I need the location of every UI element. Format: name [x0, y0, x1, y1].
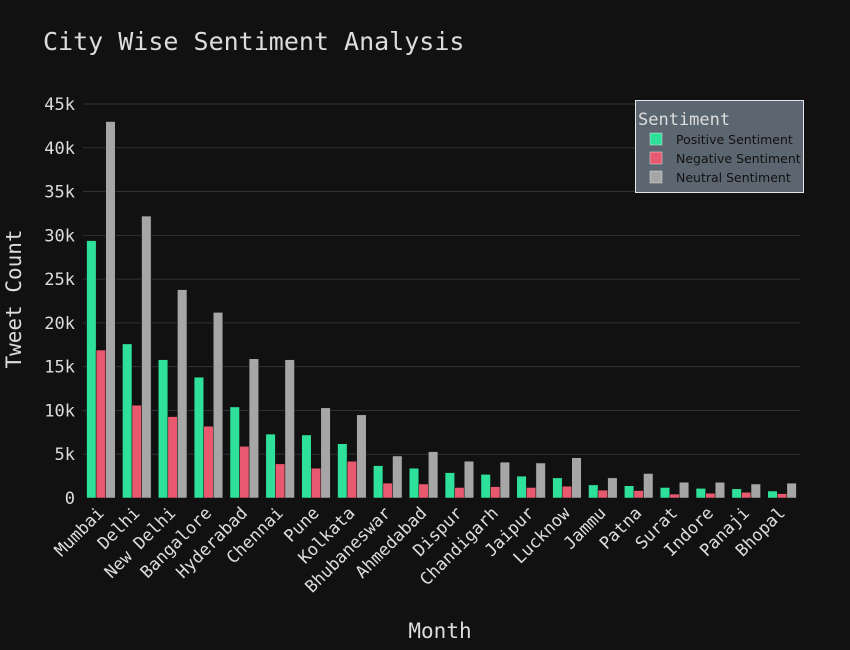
y-tick-label: 0 [65, 489, 75, 509]
bar-neutral-sentiment [643, 473, 654, 499]
y-tick-label: 25k [44, 270, 75, 290]
bar-neutral-sentiment [679, 481, 690, 499]
bar-neutral-sentiment [320, 407, 331, 499]
bar-negative-sentiment [705, 492, 716, 499]
bar-neutral-sentiment [105, 121, 116, 499]
bar-neutral-sentiment [499, 461, 510, 499]
legend-label: Negative Sentiment [676, 151, 801, 166]
y-tick-label: 45k [44, 95, 75, 115]
bar-positive-sentiment [480, 474, 491, 499]
bar-neutral-sentiment [248, 358, 259, 499]
legend-title: Sentiment [638, 110, 730, 130]
x-tick-label: Mumbai [51, 503, 109, 561]
bar-neutral-sentiment [786, 482, 797, 499]
bar-neutral-sentiment [750, 483, 761, 499]
bar-negative-sentiment [597, 489, 608, 499]
bar-negative-sentiment [203, 425, 214, 499]
bar-positive-sentiment [408, 467, 420, 499]
y-tick-label: 40k [44, 139, 75, 159]
bar-negative-sentiment [239, 446, 250, 499]
legend-background [635, 100, 804, 193]
legend-swatch [649, 132, 663, 146]
bar-negative-sentiment [490, 486, 501, 499]
bar-positive-sentiment [767, 490, 778, 499]
bar-negative-sentiment [95, 349, 106, 499]
bar-positive-sentiment [516, 475, 527, 499]
bar-negative-sentiment [167, 416, 178, 499]
y-axis-label: Tweet Count [2, 229, 26, 368]
bar-positive-sentiment [229, 406, 240, 499]
bar-negative-sentiment [418, 483, 429, 499]
bar-positive-sentiment [444, 472, 455, 499]
bar-negative-sentiment [669, 493, 680, 499]
bar-neutral-sentiment [284, 359, 295, 499]
bar-neutral-sentiment [463, 460, 475, 499]
bar-neutral-sentiment [535, 462, 546, 499]
bar-positive-sentiment [122, 343, 133, 499]
y-tick-label: 15k [44, 358, 75, 378]
y-tick-label: 35k [44, 183, 75, 203]
bar-neutral-sentiment [356, 414, 367, 499]
bar-positive-sentiment [265, 433, 276, 499]
y-tick-label: 10k [44, 401, 75, 421]
bar-negative-sentiment [777, 493, 788, 499]
legend-swatch [649, 170, 663, 184]
bar-positive-sentiment [158, 359, 169, 499]
bar-negative-sentiment [346, 460, 357, 499]
bar-neutral-sentiment [714, 481, 725, 499]
bar-neutral-sentiment [392, 455, 403, 499]
bar-positive-sentiment [193, 376, 204, 499]
bar-positive-sentiment [337, 443, 348, 499]
bar-positive-sentiment [695, 488, 706, 499]
x-axis-label: Month [408, 619, 471, 643]
bars [86, 121, 797, 499]
legend: Sentiment Positive Sentiment Negative Sen… [635, 100, 804, 193]
bar-neutral-sentiment [607, 477, 618, 499]
bar-negative-sentiment [526, 487, 537, 499]
bar-neutral-sentiment [571, 457, 582, 499]
bar-negative-sentiment [454, 487, 465, 499]
bar-neutral-sentiment [213, 312, 224, 499]
y-axis-ticks: 0 5k 10k 15k 20k 25k 30k 35k 40k 45k [44, 95, 75, 509]
legend-label: Neutral Sentiment [676, 170, 791, 185]
chart-title: City Wise Sentiment Analysis [43, 27, 464, 56]
bar-positive-sentiment [659, 487, 671, 499]
bar-positive-sentiment [624, 485, 635, 499]
bar-neutral-sentiment [177, 289, 188, 499]
bar-negative-sentiment [275, 463, 286, 499]
bar-negative-sentiment [131, 404, 142, 499]
bar-negative-sentiment [382, 482, 393, 499]
bar-negative-sentiment [311, 467, 322, 499]
bar-negative-sentiment [633, 490, 644, 499]
bar-neutral-sentiment [428, 451, 439, 499]
y-tick-label: 20k [44, 314, 75, 334]
bar-positive-sentiment [731, 488, 742, 499]
bar-negative-sentiment [741, 492, 752, 499]
bar-positive-sentiment [301, 434, 312, 499]
legend-swatch [649, 151, 663, 165]
bar-positive-sentiment [588, 484, 599, 499]
bar-positive-sentiment [86, 240, 97, 499]
bar-positive-sentiment [552, 477, 563, 499]
bar-neutral-sentiment [141, 215, 152, 499]
legend-label: Positive Sentiment [676, 132, 793, 147]
bar-positive-sentiment [373, 465, 384, 499]
y-tick-label: 5k [55, 445, 75, 465]
y-tick-label: 30k [44, 226, 75, 246]
bar-negative-sentiment [561, 485, 573, 499]
